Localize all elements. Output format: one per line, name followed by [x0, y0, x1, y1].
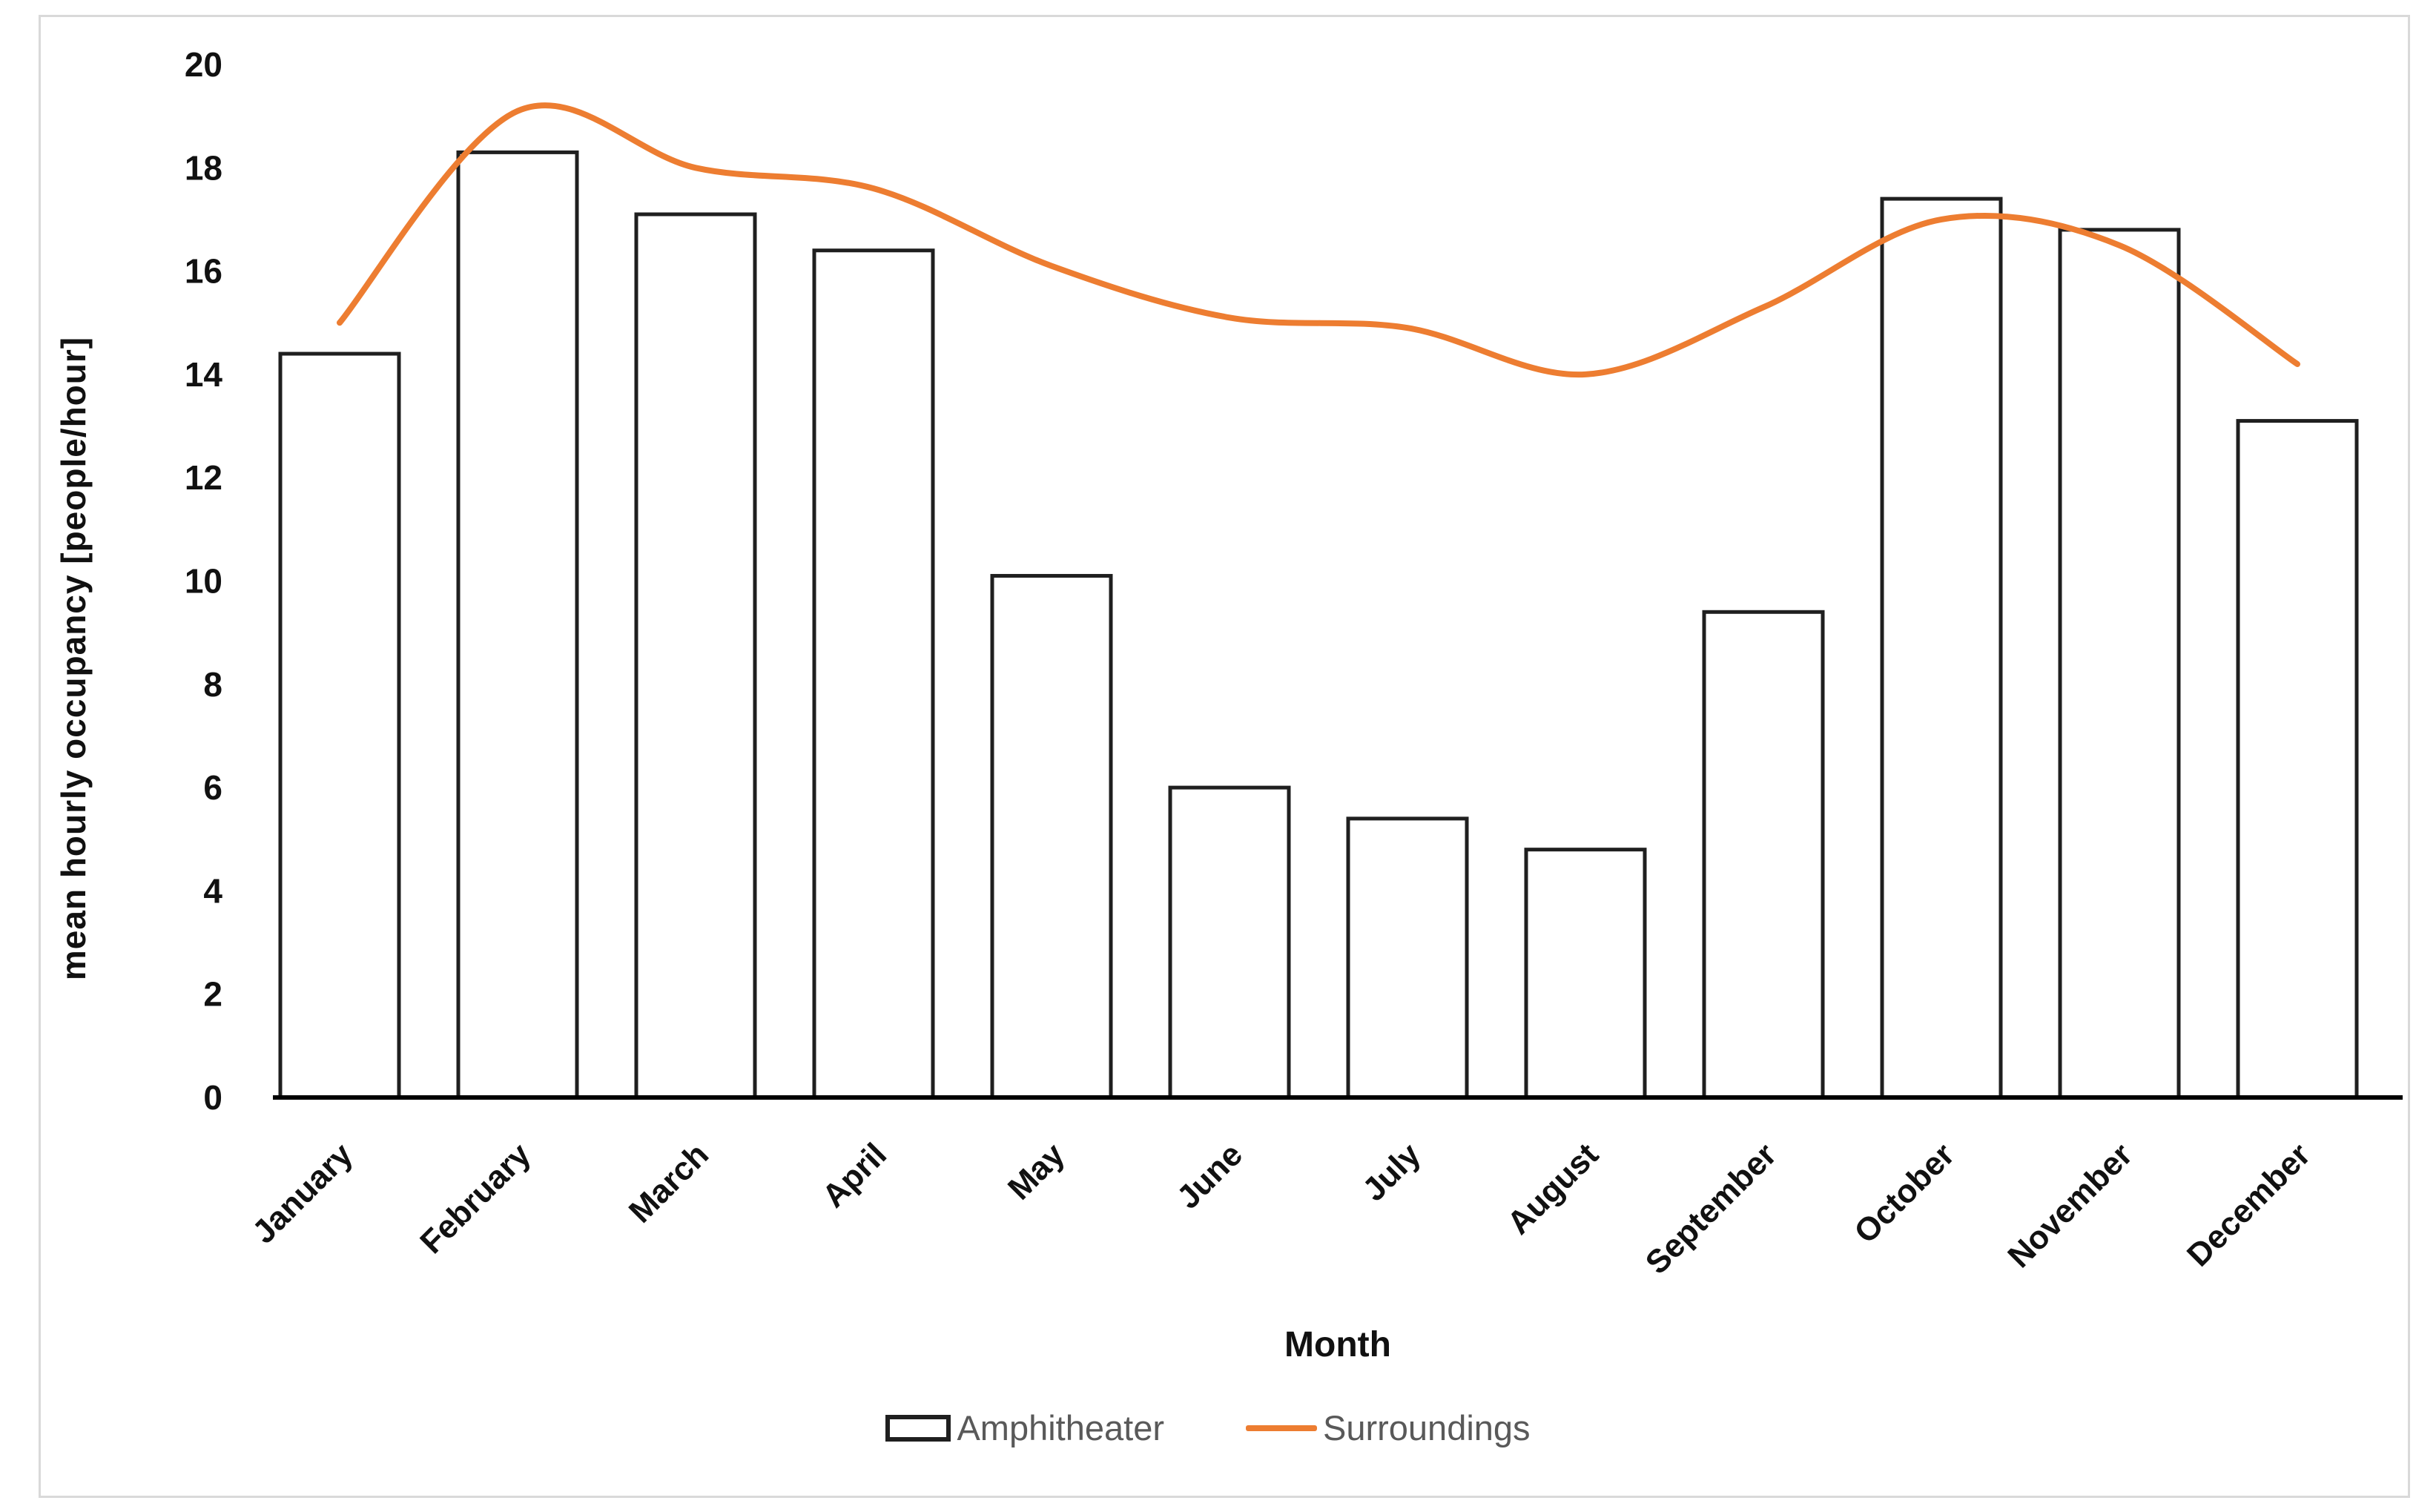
x-month-label: December [2180, 1136, 2317, 1273]
y-tick-label: 4 [203, 871, 222, 910]
figure-frame [39, 15, 2410, 1498]
x-month-label: November [2001, 1136, 2139, 1275]
amphitheater-bar [278, 351, 401, 1100]
y-tick-label: 6 [203, 768, 222, 807]
legend: Amphitheater Surroundings [0, 1407, 2416, 1448]
y-tick-label: 8 [203, 665, 222, 704]
y-tick-label: 16 [185, 252, 222, 291]
x-month-label: June [1170, 1136, 1250, 1215]
y-tick-label: 14 [185, 355, 223, 394]
x-month-label: May [1001, 1136, 1072, 1207]
legend-label-surroundings: Surroundings [1322, 1408, 1531, 1447]
x-month-label: March [622, 1136, 716, 1229]
legend-item-surroundings: Surroundings [1245, 1407, 1531, 1448]
amphitheater-bar [812, 248, 935, 1100]
x-month-label: January [245, 1136, 360, 1250]
y-axis-title: mean hourly occupancy [people/hour] [54, 336, 93, 981]
legend-label-amphitheater: Amphitheater [957, 1408, 1164, 1447]
y-tick-label: 10 [185, 562, 222, 601]
amphitheater-bar [634, 212, 757, 1100]
y-tick-label: 20 [185, 45, 222, 84]
legend-item-amphitheater: Amphitheater [885, 1407, 1164, 1448]
y-tick-label: 18 [185, 148, 222, 187]
x-axis-title: Month [1284, 1325, 1391, 1364]
amphitheater-bar [456, 150, 579, 1100]
amphitheater-bar [1168, 785, 1291, 1100]
amphitheater-bar [2236, 419, 2359, 1100]
line-swatch-icon [1245, 1424, 1317, 1431]
y-tick-label: 2 [203, 975, 222, 1014]
y-tick-label: 12 [185, 458, 222, 497]
amphitheater-bar [1524, 848, 1647, 1100]
x-month-label: September [1639, 1136, 1783, 1281]
amphitheater-bar [1346, 816, 1469, 1100]
surroundings-line [337, 102, 2300, 378]
x-month-label: July [1356, 1136, 1428, 1208]
amphitheater-bar [1702, 610, 1825, 1100]
amphitheater-bar [1880, 197, 2003, 1100]
bar-swatch-icon [885, 1414, 951, 1442]
amphitheater-bar [2058, 228, 2181, 1100]
amphitheater-bar [990, 574, 1113, 1100]
x-month-label: April [816, 1136, 894, 1215]
y-tick-label: 0 [203, 1078, 222, 1117]
x-month-label: February [413, 1136, 538, 1261]
x-month-label: August [1500, 1136, 1605, 1241]
x-month-label: October [1847, 1136, 1961, 1250]
